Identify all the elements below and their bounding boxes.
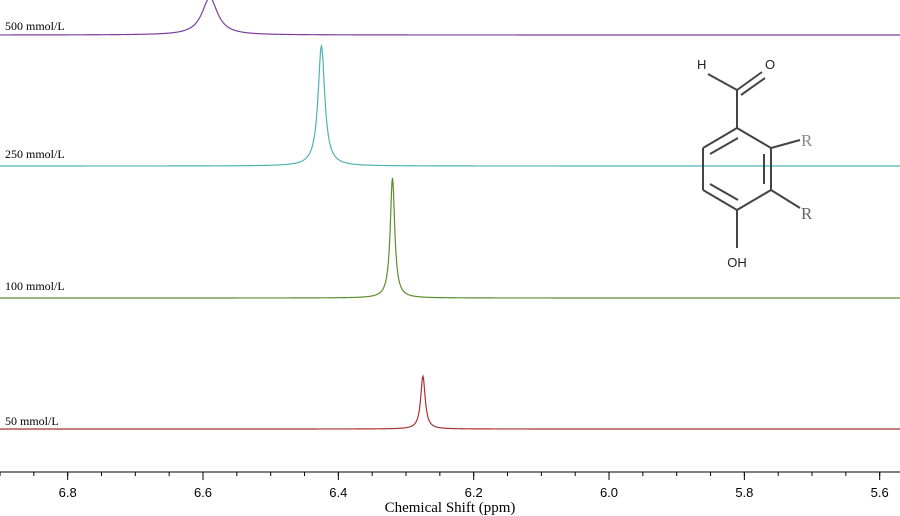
series-label: 500 mmol/L (5, 19, 65, 33)
spectrum-line-250-mmol-l (0, 43, 900, 167)
ring-double-bond (709, 137, 739, 155)
aldehyde-h-bond (707, 73, 738, 91)
x-axis: 6.8 6.6 6.4 6.2 6.0 5.8 5.6 (0, 471, 900, 500)
spectrum-line-500-mmol-l (0, 0, 900, 36)
x-tick-label: 5.8 (735, 485, 753, 500)
aldehyde-co-bond (736, 71, 763, 91)
x-tick-label: 6.8 (59, 485, 77, 500)
spectra-layer: 500 mmol/L 250 mmol/L 100 mmol/L 50 mmol/L (0, 0, 900, 430)
series-label: 50 mmol/L (5, 414, 59, 428)
ring-double-bond (709, 183, 739, 201)
ring-bond (702, 127, 738, 149)
r-bond-bottom (770, 189, 801, 209)
substituent-r-top: R (801, 131, 813, 150)
x-tick-label: 6.6 (194, 485, 212, 500)
x-axis-label: Chemical Shift (ppm) (385, 500, 516, 516)
ring-bond (702, 189, 738, 211)
aldehyde-o-label: O (765, 57, 775, 72)
x-tick-label: 5.6 (871, 485, 889, 500)
ring-bond (736, 127, 772, 149)
molecule-structure (702, 71, 801, 248)
substituent-r-bottom: R (801, 204, 813, 223)
x-tick-label: 6.0 (600, 485, 618, 500)
aldehyde-co-double-bond (740, 77, 766, 96)
x-tick-label: 6.2 (465, 485, 483, 500)
x-tick-label: 6.4 (329, 485, 347, 500)
r-bond-top (770, 139, 801, 149)
ring-bond (736, 189, 772, 211)
spectrum-line-100-mmol-l (0, 177, 900, 299)
hydroxyl-label: OH (727, 255, 747, 270)
aldehyde-h-label: H (697, 57, 706, 72)
series-label: 250 mmol/L (5, 147, 65, 161)
spectrum-line-50-mmol-l (0, 374, 900, 430)
series-label: 100 mmol/L (5, 279, 65, 293)
